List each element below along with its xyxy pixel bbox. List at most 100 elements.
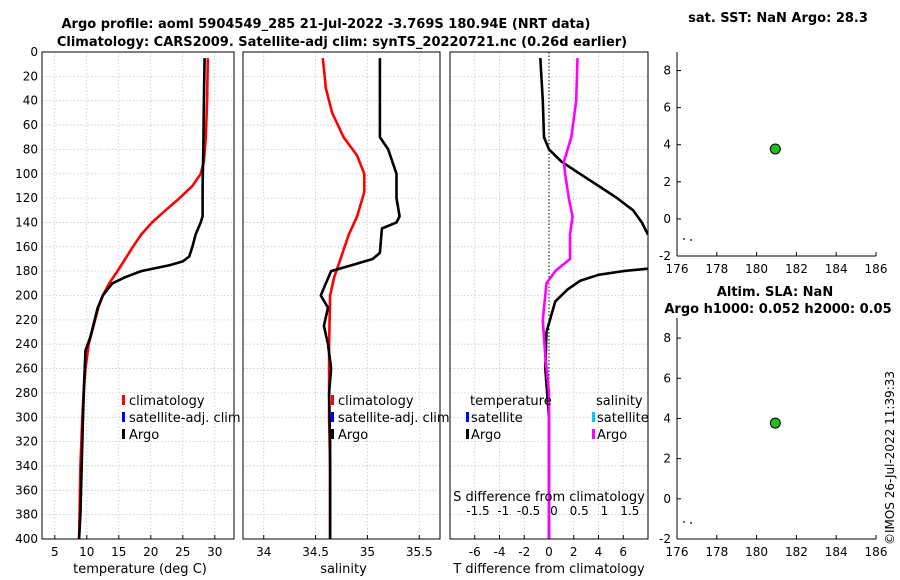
temperature-series-1: [77, 58, 206, 539]
depth-tick-label: 140: [15, 215, 38, 229]
difference-series-0: [539, 58, 648, 236]
depth-tick-label: 240: [15, 337, 38, 351]
difference-x-tick: -4: [494, 545, 506, 559]
difference-series-1: [544, 267, 648, 539]
depth-tick-label: 100: [15, 167, 38, 181]
legend-salinity-title: salinity: [596, 394, 643, 409]
salinity-series-1: [319, 58, 401, 539]
figure-title-line1: Argo profile: aoml 5904549_285 21-Jul-20…: [62, 17, 591, 32]
salinity-x-tick: 34.5: [302, 545, 329, 559]
legend-temperature-swatch: [466, 429, 469, 439]
top-x-tick: -1.5: [466, 504, 489, 518]
sst_map-argo-location-marker: [769, 143, 781, 155]
sst_map-land-speck: [690, 239, 692, 241]
sla_map-land-speck: [683, 521, 685, 523]
depth-tick-label: 80: [23, 142, 38, 156]
sla_map-x-tick: 180: [745, 545, 768, 559]
temperature-x-tick: 10: [79, 545, 94, 559]
difference-top-x-label: S difference from climatology: [453, 490, 645, 505]
sla_map-y-tick: 2: [663, 452, 671, 466]
sla_map-x-tick: 176: [666, 545, 689, 559]
top-x-tick: 0.5: [570, 504, 589, 518]
sst_map-y-tick: 6: [663, 101, 671, 115]
sla_map-y-tick: 8: [663, 331, 671, 345]
sst_map-x-tick: 176: [666, 262, 689, 276]
depth-tick-label: 300: [15, 410, 38, 424]
temperature-legend-label: Argo: [129, 428, 159, 443]
sst_map-x-tick: 180: [745, 262, 768, 276]
top-x-tick: 0: [550, 504, 558, 518]
temperature-legend-swatch: [122, 429, 125, 439]
salinity-axes-frame: [242, 51, 441, 540]
salinity-x-tick: 35: [360, 545, 375, 559]
legend-temperature-title: temperature: [470, 394, 552, 409]
sst_map-y-tick: 4: [663, 138, 671, 152]
sst-map-title: sat. SST: NaN Argo: 28.3: [688, 11, 868, 26]
depth-tick-label: 180: [15, 264, 38, 278]
temperature-panel: 5 10 15 20 25 3002040608010012014016018020022…: [15, 45, 241, 577]
top-x-tick: 1.5: [620, 504, 639, 518]
sla-map-subtitle: Argo h1000: 0.052 h2000: 0.05: [664, 302, 891, 317]
sla_map-y-tick: 4: [663, 411, 671, 425]
sst_map-y-tick: 0: [663, 212, 671, 226]
legend-salinity-swatch: [592, 412, 595, 422]
sst_map-x-tick: 178: [705, 262, 728, 276]
top-x-tick: 1: [601, 504, 609, 518]
difference-x-tick: 2: [570, 545, 578, 559]
depth-tick-label: 220: [15, 313, 38, 327]
legend-temperature-swatch: [466, 412, 469, 422]
temperature-legend-label: climatology: [129, 394, 205, 409]
temperature-legend-swatch: [122, 412, 125, 422]
depth-tick-label: 0: [30, 45, 38, 59]
depth-tick-label: 60: [23, 118, 38, 132]
depth-tick-label: 380: [15, 508, 38, 522]
temperature-x-tick: 5: [51, 545, 59, 559]
difference-panel: -6 -4 -2 0 2 4 6 T difference from climatology -…: [449, 51, 649, 577]
depth-tick-label: 120: [15, 191, 38, 205]
temperature-legend-label: satellite-adj. clim: [129, 411, 241, 426]
salinity-legend-swatch: [331, 412, 334, 422]
salinity-x-tick: 35.5: [406, 545, 433, 559]
depth-tick-label: 260: [15, 362, 38, 376]
sst_map-y-tick: 8: [663, 64, 671, 78]
temperature-x-tick: 25: [175, 545, 190, 559]
depth-tick-label: 320: [15, 435, 38, 449]
sla_map-panel: -2 0 2 4 6 8 176 178 180 182 184 186: [659, 318, 887, 559]
sla_map-x-tick: 182: [785, 545, 808, 559]
sst_map-land-speck: [683, 238, 685, 240]
depth-tick-label: 200: [15, 289, 38, 303]
salinity-legend-swatch: [331, 429, 334, 439]
sla_map-y-tick: -2: [659, 532, 671, 546]
temperature-legend-swatch: [122, 395, 125, 405]
temperature-series-0: [77, 58, 210, 539]
depth-tick-label: 360: [15, 483, 38, 497]
depth-tick-label: 40: [23, 94, 38, 108]
legend-temperature-label: satellite: [471, 411, 523, 426]
sst_map-x-tick: 184: [825, 262, 848, 276]
sst_map-y-tick: -2: [659, 249, 671, 263]
salinity-legend-label: climatology: [338, 394, 414, 409]
depth-tick-label: 20: [23, 69, 38, 83]
sst_map-x-tick: 186: [865, 262, 888, 276]
sst_map-y-tick: 2: [663, 175, 671, 189]
temperature-x-tick: 30: [207, 545, 222, 559]
temperature-axes-frame: [41, 51, 235, 540]
sst_map-panel: -2 0 2 4 6 8 176 178 180 182 184 186: [659, 52, 887, 276]
legend-salinity-label: Argo: [597, 428, 627, 443]
sst_map-x-tick: 182: [785, 262, 808, 276]
legend-temperature-label: Argo: [471, 428, 501, 443]
top-x-tick: -1: [497, 504, 509, 518]
depth-tick-label: 160: [15, 240, 38, 254]
difference-x-tick: 0: [545, 545, 553, 559]
difference-x-tick: 6: [619, 545, 627, 559]
legend-salinity-label: satellite: [597, 411, 649, 426]
sla_map-y-tick: 6: [663, 371, 671, 385]
temperature-x-tick: 15: [111, 545, 126, 559]
sla_map-x-tick: 186: [865, 545, 888, 559]
salinity-legend-swatch: [331, 395, 334, 405]
sla_map-land-speck: [690, 522, 692, 524]
temperature-x-label: temperature (deg C): [73, 562, 207, 577]
salinity-x-tick: 34: [256, 545, 271, 559]
sla_map-y-tick: 0: [663, 492, 671, 506]
